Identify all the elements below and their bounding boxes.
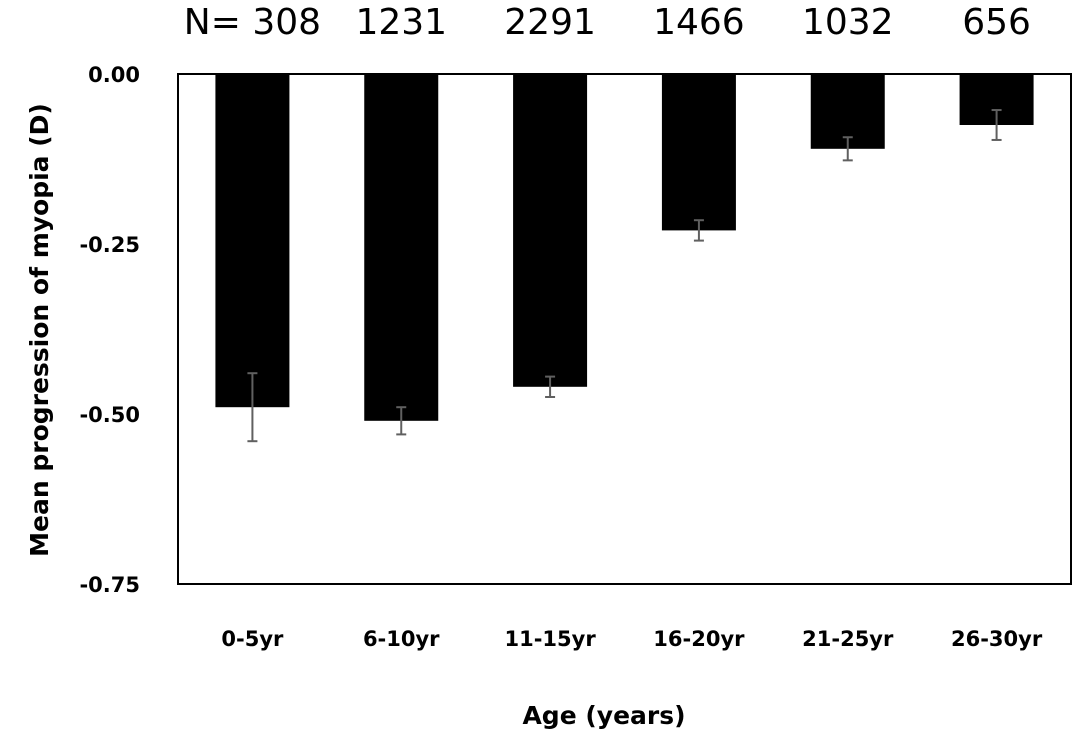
sample-size-labels: N= 308 1231 2291 1466 1032 656 bbox=[184, 2, 1031, 43]
n-label: 1231 bbox=[355, 2, 447, 43]
x-axis-tick-labels: 0-5yr 6-10yr 11-15yr 16-20yr 21-25yr 26-30yr bbox=[221, 627, 1042, 651]
error-bar-26-30yr bbox=[991, 109, 1002, 141]
error-bar-21-25yr bbox=[842, 136, 853, 162]
bars bbox=[215, 74, 1034, 421]
bar-6-10yr bbox=[364, 74, 439, 421]
n-label-with-prefix: N= 308 bbox=[184, 2, 321, 43]
bar-0-5yr bbox=[215, 74, 290, 408]
error-bar-11-15yr bbox=[545, 375, 556, 398]
plot-area-frame bbox=[177, 73, 1072, 585]
x-tick-label: 16-20yr bbox=[653, 627, 745, 651]
y-tick-label: -0.25 bbox=[79, 233, 140, 257]
n-label: 2291 bbox=[504, 2, 596, 43]
error-bars bbox=[247, 109, 1002, 443]
n-label: 1466 bbox=[653, 2, 745, 43]
x-tick-label: 6-10yr bbox=[363, 627, 440, 651]
y-axis-title: Mean progression of myopia (D) bbox=[25, 103, 54, 557]
error-bar-0-5yr bbox=[247, 372, 258, 443]
x-tick-label: 26-30yr bbox=[951, 627, 1043, 651]
n-label: 1032 bbox=[802, 2, 894, 43]
error-bar-16-20yr bbox=[693, 219, 704, 242]
bar-16-20yr bbox=[661, 74, 736, 231]
x-axis-title: Age (years) bbox=[522, 701, 685, 730]
error-bar-6-10yr bbox=[396, 406, 407, 436]
x-tick-label: 11-15yr bbox=[504, 627, 596, 651]
x-tick-label: 21-25yr bbox=[802, 627, 894, 651]
y-tick-label: -0.50 bbox=[79, 403, 140, 427]
y-tick-label: -0.75 bbox=[79, 573, 140, 597]
x-tick-label: 0-5yr bbox=[221, 627, 284, 651]
y-tick-label: 0.00 bbox=[88, 63, 140, 87]
bar-11-15yr bbox=[513, 74, 588, 387]
y-axis-tick-labels: 0.00 -0.25 -0.50 -0.75 bbox=[79, 63, 140, 597]
n-label: 656 bbox=[962, 2, 1031, 43]
